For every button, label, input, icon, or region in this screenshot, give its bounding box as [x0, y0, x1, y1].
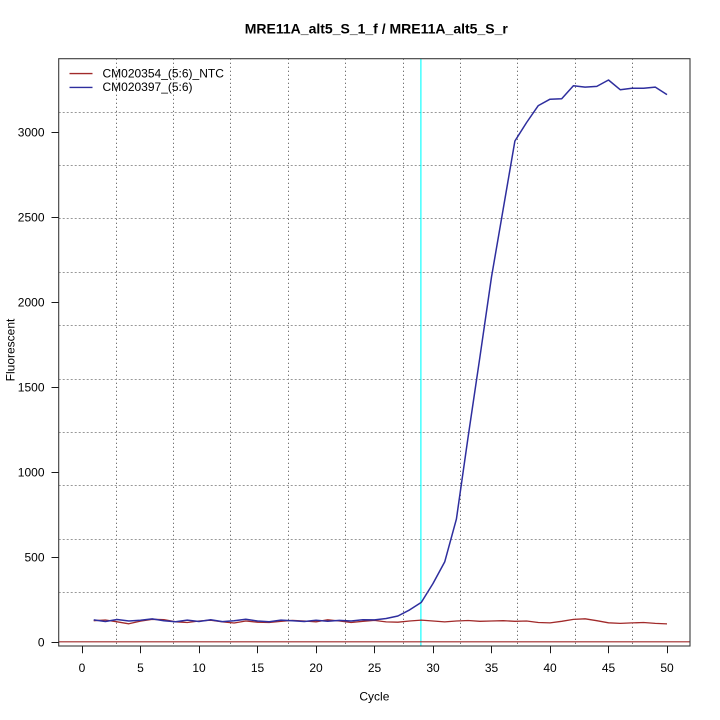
svg-text:Cycle: Cycle — [359, 690, 389, 704]
svg-text:45: 45 — [602, 661, 616, 675]
svg-text:20: 20 — [309, 661, 323, 675]
svg-text:3000: 3000 — [18, 126, 45, 140]
svg-text:25: 25 — [368, 661, 382, 675]
svg-text:15: 15 — [251, 661, 265, 675]
svg-text:10: 10 — [192, 661, 206, 675]
svg-text:2000: 2000 — [18, 296, 45, 310]
svg-text:500: 500 — [24, 551, 44, 565]
svg-text:30: 30 — [426, 661, 440, 675]
svg-text:2500: 2500 — [18, 211, 45, 225]
svg-text:MRE11A_alt5_S_1_f / MRE11A_alt: MRE11A_alt5_S_1_f / MRE11A_alt5_S_r — [245, 21, 509, 37]
svg-text:50: 50 — [660, 661, 674, 675]
svg-text:Fluorescent: Fluorescent — [3, 318, 17, 381]
svg-text:1000: 1000 — [18, 466, 45, 480]
svg-text:0: 0 — [38, 636, 45, 650]
svg-text:CM020397_(5:6): CM020397_(5:6) — [103, 80, 193, 94]
svg-text:35: 35 — [485, 661, 499, 675]
svg-text:1500: 1500 — [18, 381, 45, 395]
svg-text:CM020354_(5:6)_NTC: CM020354_(5:6)_NTC — [103, 67, 225, 81]
svg-text:0: 0 — [79, 661, 86, 675]
svg-text:40: 40 — [543, 661, 557, 675]
svg-text:5: 5 — [137, 661, 144, 675]
